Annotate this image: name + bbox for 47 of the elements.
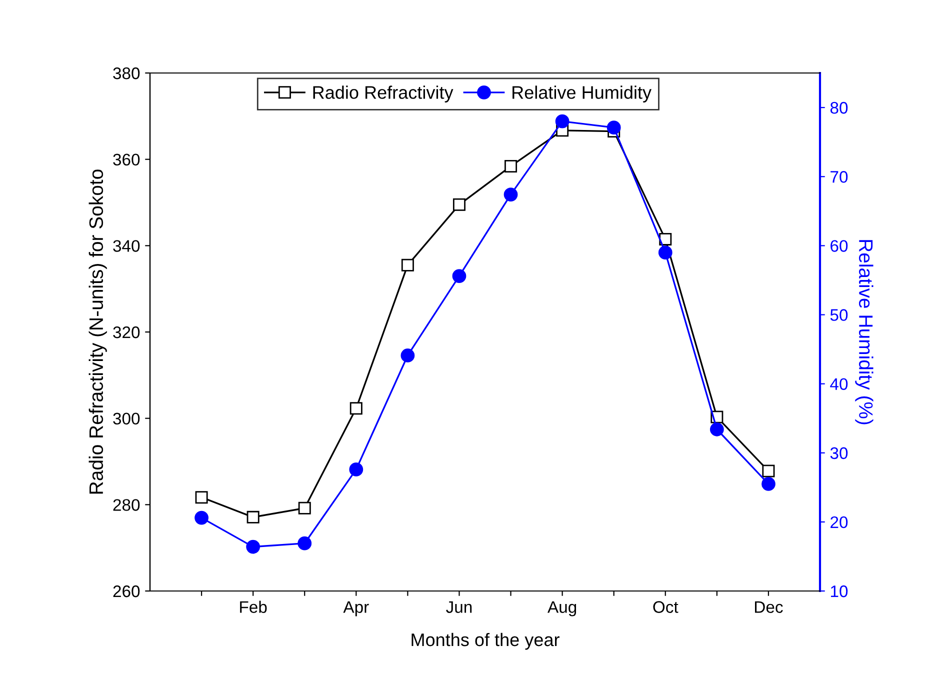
y2-tick-label: 30: [830, 447, 848, 460]
x-tick-label: Aug: [548, 601, 576, 616]
y-tick-label: 260: [113, 585, 140, 598]
y-tick-label: 300: [113, 412, 140, 425]
point: [710, 422, 724, 436]
y2-tick-label: 50: [830, 309, 848, 321]
point: [350, 402, 362, 415]
point: [504, 188, 518, 202]
point: [762, 477, 776, 491]
x-tick-label: Oct: [653, 601, 678, 613]
point: [298, 536, 312, 550]
point: [658, 246, 672, 260]
y2-tick-label: 70: [830, 171, 848, 183]
y2-tick-label: 40: [830, 378, 848, 390]
point: [452, 198, 466, 211]
point: [349, 462, 364, 476]
point: [452, 269, 466, 283]
y2-tick-label: 60: [830, 240, 848, 252]
y-tick-label: 280: [113, 499, 140, 511]
point: [504, 160, 518, 172]
x-tick-label: Jun: [446, 601, 472, 613]
point: [401, 258, 414, 272]
y-tick-label: 340: [113, 240, 140, 252]
point: [400, 348, 415, 362]
legend-label: Relative Humidity: [512, 86, 652, 102]
y-tick-label: 380: [113, 67, 140, 80]
point: [195, 491, 208, 504]
point: [246, 540, 260, 554]
point: [606, 120, 621, 135]
y2-tick-label: 80: [830, 102, 848, 114]
y2-axis-title: Relative Humidity (%): [855, 240, 874, 424]
point: [246, 510, 260, 524]
point: [555, 114, 570, 128]
y-axis-title: Radio Refractivity (N-units) for Sokoto: [88, 170, 107, 494]
point: [298, 502, 311, 514]
x-tick-label: Apr: [343, 601, 369, 616]
point: [194, 510, 208, 525]
legend-label: Radio Refractivity: [313, 86, 454, 102]
y2-tick-label: 10: [830, 585, 848, 598]
x-tick-label: Feb: [240, 600, 267, 613]
x-axis-title: Months of the year: [412, 632, 560, 650]
y-tick-label: 320: [113, 326, 140, 338]
y2-tick-label: 20: [830, 516, 848, 528]
point: [762, 464, 775, 478]
x-tick-label: Dec: [755, 601, 783, 613]
y-tick-label: 360: [113, 154, 140, 166]
point: [659, 232, 672, 246]
